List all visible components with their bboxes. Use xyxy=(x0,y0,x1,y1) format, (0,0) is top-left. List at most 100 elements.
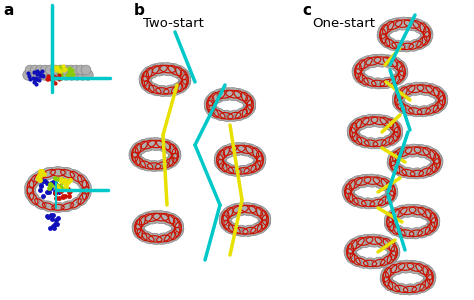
Ellipse shape xyxy=(365,54,382,68)
Ellipse shape xyxy=(382,276,395,291)
Ellipse shape xyxy=(346,192,360,206)
Ellipse shape xyxy=(240,103,254,118)
Ellipse shape xyxy=(394,17,412,30)
Ellipse shape xyxy=(141,231,155,244)
Ellipse shape xyxy=(381,266,393,283)
Ellipse shape xyxy=(403,17,420,31)
Ellipse shape xyxy=(255,218,268,233)
Ellipse shape xyxy=(51,65,60,75)
Ellipse shape xyxy=(424,83,441,98)
Ellipse shape xyxy=(365,234,383,247)
Ellipse shape xyxy=(394,60,407,77)
Ellipse shape xyxy=(227,110,242,122)
Ellipse shape xyxy=(145,64,161,79)
Ellipse shape xyxy=(239,202,257,216)
Ellipse shape xyxy=(381,135,395,148)
Ellipse shape xyxy=(356,72,370,86)
Ellipse shape xyxy=(76,174,89,189)
Ellipse shape xyxy=(428,148,441,165)
Ellipse shape xyxy=(219,210,231,226)
Ellipse shape xyxy=(144,211,162,224)
Ellipse shape xyxy=(372,137,387,149)
Ellipse shape xyxy=(217,88,235,101)
Ellipse shape xyxy=(421,26,433,42)
Ellipse shape xyxy=(155,160,169,171)
Ellipse shape xyxy=(394,164,408,177)
Ellipse shape xyxy=(204,99,217,116)
Ellipse shape xyxy=(169,147,181,164)
Ellipse shape xyxy=(379,177,394,193)
Ellipse shape xyxy=(179,73,191,90)
Ellipse shape xyxy=(155,233,171,244)
Ellipse shape xyxy=(247,203,264,218)
Ellipse shape xyxy=(71,65,81,75)
Ellipse shape xyxy=(387,74,401,87)
Ellipse shape xyxy=(352,63,364,80)
Ellipse shape xyxy=(373,54,391,67)
Ellipse shape xyxy=(399,204,417,217)
Ellipse shape xyxy=(242,225,257,236)
Ellipse shape xyxy=(428,212,440,229)
Ellipse shape xyxy=(170,82,184,95)
Ellipse shape xyxy=(431,86,446,102)
Ellipse shape xyxy=(415,35,428,50)
Ellipse shape xyxy=(356,234,374,248)
Ellipse shape xyxy=(23,70,33,80)
Ellipse shape xyxy=(372,175,389,189)
Ellipse shape xyxy=(377,28,389,44)
Ellipse shape xyxy=(239,91,254,107)
Ellipse shape xyxy=(425,162,438,176)
Ellipse shape xyxy=(25,179,36,195)
Ellipse shape xyxy=(389,261,406,275)
Ellipse shape xyxy=(166,63,183,78)
Ellipse shape xyxy=(364,138,379,149)
Ellipse shape xyxy=(148,233,163,244)
Ellipse shape xyxy=(409,168,425,179)
Ellipse shape xyxy=(163,230,177,243)
Ellipse shape xyxy=(225,88,243,101)
Ellipse shape xyxy=(423,221,437,236)
Ellipse shape xyxy=(363,76,377,88)
Ellipse shape xyxy=(386,18,403,32)
Ellipse shape xyxy=(406,260,423,274)
Ellipse shape xyxy=(27,174,40,189)
Ellipse shape xyxy=(130,151,142,167)
Ellipse shape xyxy=(387,280,401,293)
Ellipse shape xyxy=(49,167,66,179)
Ellipse shape xyxy=(425,103,439,116)
Ellipse shape xyxy=(416,106,431,117)
Ellipse shape xyxy=(358,56,374,71)
Ellipse shape xyxy=(424,268,436,285)
Ellipse shape xyxy=(155,138,172,152)
Ellipse shape xyxy=(244,99,255,115)
Ellipse shape xyxy=(370,114,388,127)
Ellipse shape xyxy=(76,192,88,206)
Ellipse shape xyxy=(59,167,76,180)
Ellipse shape xyxy=(28,192,40,206)
Ellipse shape xyxy=(343,188,355,203)
Ellipse shape xyxy=(33,197,46,209)
Ellipse shape xyxy=(363,174,381,187)
Text: a: a xyxy=(3,3,13,18)
Ellipse shape xyxy=(418,22,431,38)
Ellipse shape xyxy=(166,213,181,229)
Ellipse shape xyxy=(430,158,442,173)
Ellipse shape xyxy=(222,219,235,234)
Ellipse shape xyxy=(407,82,425,95)
Ellipse shape xyxy=(416,82,434,95)
Ellipse shape xyxy=(249,223,264,236)
Ellipse shape xyxy=(423,273,435,290)
Ellipse shape xyxy=(346,238,359,255)
Ellipse shape xyxy=(392,225,407,238)
Ellipse shape xyxy=(204,94,217,112)
Ellipse shape xyxy=(139,138,157,152)
Ellipse shape xyxy=(399,41,415,52)
Ellipse shape xyxy=(214,153,226,170)
Ellipse shape xyxy=(151,63,169,76)
Ellipse shape xyxy=(69,197,82,209)
Ellipse shape xyxy=(227,223,242,236)
Ellipse shape xyxy=(388,245,400,261)
Ellipse shape xyxy=(369,197,384,209)
Ellipse shape xyxy=(371,257,386,269)
Ellipse shape xyxy=(210,89,227,103)
